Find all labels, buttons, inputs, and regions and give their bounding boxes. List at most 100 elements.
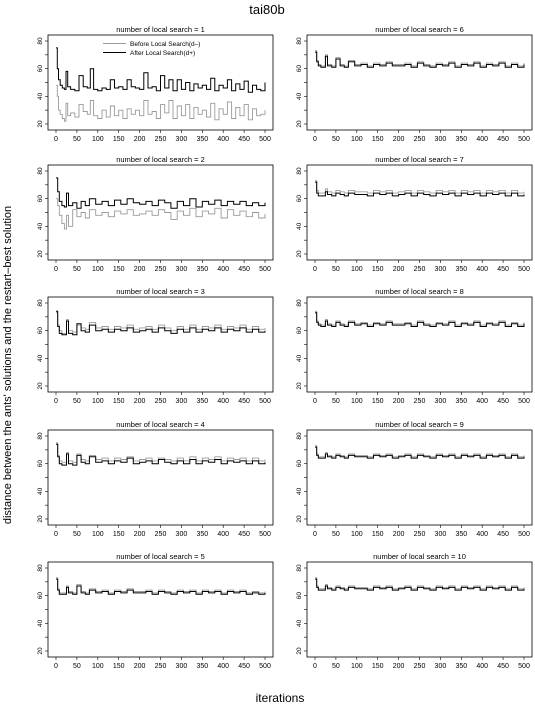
x-tick-label: 350 (455, 531, 467, 538)
x-tick-label: 300 (435, 136, 447, 143)
x-tick-label: 300 (435, 531, 447, 538)
x-tick-label: 150 (372, 531, 384, 538)
x-tick-label: 0 (54, 136, 58, 143)
plot-frame (47, 561, 274, 658)
x-tick-label: 50 (73, 663, 81, 670)
y-tick-label: 80 (37, 564, 44, 572)
x-tick-label: 450 (238, 531, 250, 538)
x-tick-label: 150 (372, 136, 384, 143)
y-tick-label: 80 (37, 167, 44, 175)
x-tick-label: 50 (332, 266, 340, 273)
x-tick-label: 400 (476, 136, 488, 143)
x-axis-label: iterations (256, 691, 305, 704)
x-tick-label: 200 (393, 136, 405, 143)
chart-panel-8: number of local search = 8 0 50 100 150 200 25… (296, 287, 533, 405)
x-tick-label: 500 (259, 136, 271, 143)
y-tick-label: 60 (37, 327, 44, 335)
x-tick-label: 100 (351, 663, 363, 670)
y-tick-label: 20 (37, 250, 44, 258)
x-tick-label: 400 (217, 136, 229, 143)
y-tick-label: 40 (37, 92, 44, 100)
panel-title: number of local search = 4 (116, 420, 205, 429)
x-tick-label: 0 (54, 398, 58, 405)
x-tick-label: 400 (217, 531, 229, 538)
y-tick-label: 80 (296, 432, 303, 440)
x-tick-label: 100 (351, 266, 363, 273)
x-tick-label: 400 (476, 531, 488, 538)
plot-frame (306, 164, 533, 261)
x-tick-label: 450 (497, 663, 509, 670)
series-before-line (56, 577, 266, 594)
x-tick-label: 300 (176, 398, 188, 405)
x-tick-label: 0 (313, 266, 317, 273)
x-tick-label: 150 (372, 266, 384, 273)
panel-title: number of local search = 2 (116, 155, 205, 164)
x-tick-label: 50 (332, 663, 340, 670)
panel-title: number of local search = 5 (116, 552, 205, 561)
x-tick-label: 500 (518, 663, 530, 670)
x-tick-label: 100 (92, 136, 104, 143)
x-tick-label: 150 (113, 663, 125, 670)
x-tick-label: 500 (259, 398, 271, 405)
chart-panel-7: number of local search = 7 0 50 100 150 200 25… (296, 155, 533, 273)
x-tick-label: 0 (54, 663, 58, 670)
chart-panel-6: number of local search = 6 0 50 100 150 200 25… (296, 25, 533, 143)
x-tick-label: 50 (73, 136, 81, 143)
y-tick-label: 40 (296, 92, 303, 100)
series-after-line (56, 177, 266, 209)
chart-panel-1: number of local search = 1 0 50 100 150 200 25… (37, 25, 274, 143)
x-tick-label: 200 (134, 136, 146, 143)
x-tick-label: 0 (313, 663, 317, 670)
x-tick-label: 100 (92, 266, 104, 273)
series-after-line (315, 51, 525, 68)
x-tick-label: 100 (92, 663, 104, 670)
x-tick-label: 450 (497, 398, 509, 405)
x-tick-label: 450 (238, 136, 250, 143)
x-tick-label: 350 (455, 266, 467, 273)
x-tick-label: 0 (313, 136, 317, 143)
y-tick-label: 20 (37, 382, 44, 390)
x-tick-label: 150 (113, 398, 125, 405)
series-after-line (56, 578, 266, 595)
y-tick-label: 60 (296, 460, 303, 468)
x-tick-label: 200 (393, 531, 405, 538)
y-tick-label: 20 (296, 382, 303, 390)
x-tick-label: 400 (217, 266, 229, 273)
y-tick-label: 40 (296, 619, 303, 627)
x-tick-label: 200 (393, 398, 405, 405)
y-tick-label: 80 (37, 299, 44, 307)
x-tick-label: 400 (476, 663, 488, 670)
x-tick-label: 350 (196, 398, 208, 405)
legend-label: Before Local Search(d–) (130, 41, 200, 48)
y-tick-label: 40 (296, 354, 303, 362)
y-tick-label: 80 (37, 37, 44, 45)
plot-frame (306, 429, 533, 526)
x-tick-label: 250 (155, 266, 167, 273)
plot-frame (306, 34, 533, 131)
x-tick-label: 0 (54, 266, 58, 273)
x-tick-label: 150 (113, 266, 125, 273)
x-tick-label: 400 (476, 398, 488, 405)
series-after-line (315, 446, 525, 459)
x-tick-label: 200 (134, 266, 146, 273)
chart-panel-2: number of local search = 2 0 50 100 150 200 25… (37, 155, 274, 273)
x-tick-label: 100 (351, 531, 363, 538)
x-tick-label: 350 (196, 266, 208, 273)
series-after-line (315, 578, 525, 591)
x-tick-label: 500 (259, 266, 271, 273)
series-before-line (315, 310, 525, 326)
x-tick-label: 300 (435, 398, 447, 405)
y-tick-label: 20 (296, 250, 303, 258)
x-tick-label: 50 (332, 136, 340, 143)
y-tick-label: 60 (296, 327, 303, 335)
x-tick-label: 450 (238, 266, 250, 273)
plot-frame (306, 296, 533, 393)
x-tick-label: 300 (176, 663, 188, 670)
plot-frame (47, 296, 274, 393)
y-tick-label: 20 (296, 647, 303, 655)
plot-frame (47, 429, 274, 526)
x-tick-label: 0 (54, 531, 58, 538)
x-tick-label: 300 (435, 266, 447, 273)
y-tick-label: 20 (296, 515, 303, 523)
